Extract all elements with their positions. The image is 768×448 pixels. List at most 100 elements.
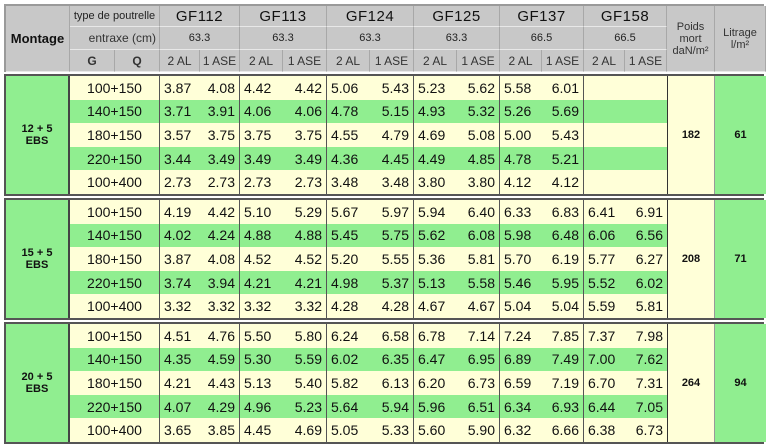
load-g-q: 140+150 <box>70 223 160 248</box>
value-1-ase: 6.95 <box>457 347 500 372</box>
value-2-al: 4.45 <box>240 418 283 442</box>
value-2-al: 4.96 <box>240 394 283 419</box>
value-2-al: 3.87 <box>160 76 200 100</box>
value-1-ase: 4.76 <box>200 324 240 348</box>
value-1-ase: 3.49 <box>283 146 327 171</box>
value-2-al: 7.00 <box>584 347 625 372</box>
value-1-ase: 3.80 <box>457 170 500 194</box>
value-1-ase: 6.02 <box>625 270 667 295</box>
poutrelle-name: GF125 <box>414 6 500 27</box>
value-1-ase: 5.97 <box>370 200 414 224</box>
load-g-q: 100+400 <box>70 294 160 318</box>
value-1-ase: 7.85 <box>542 324 584 348</box>
value-2-al: 4.88 <box>240 223 283 248</box>
value-2-al: 5.30 <box>240 347 283 372</box>
value-2-al: 5.23 <box>414 76 457 100</box>
poids-mort-value: 264 <box>667 324 715 442</box>
value-2-al <box>584 76 625 100</box>
value-2-al: 5.59 <box>584 294 625 318</box>
section-12-5-ebs: 12 + 5 EBS 100+150 3.87 4.08 4.42 4.42 5.06 5.4… <box>4 74 766 196</box>
value-2-al: 4.51 <box>160 324 200 348</box>
load-g-q: 100+150 <box>70 200 160 224</box>
value-2-al: 4.67 <box>414 294 457 318</box>
value-1-ase: 5.90 <box>457 418 500 442</box>
q-label: Q <box>115 50 160 72</box>
column-2-al: 2 AL <box>327 50 370 72</box>
value-1-ase <box>625 146 667 171</box>
value-2-al: 5.67 <box>327 200 370 224</box>
value-1-ase: 6.91 <box>625 200 667 224</box>
value-2-al: 6.78 <box>414 324 457 348</box>
section-15-5-ebs: 15 + 5 EBS 100+150 4.19 4.42 5.10 5.29 5.67 5.9… <box>4 198 766 320</box>
value-1-ase: 5.59 <box>283 347 327 372</box>
entraxe-value: 63.3 <box>327 27 414 50</box>
value-1-ase: 6.58 <box>370 324 414 348</box>
value-1-ase: 6.13 <box>370 371 414 395</box>
value-2-al: 6.59 <box>500 371 542 395</box>
load-g-q: 180+150 <box>70 247 160 271</box>
value-1-ase: 2.73 <box>200 170 240 194</box>
load-g-q: 220+150 <box>70 270 160 295</box>
value-1-ase: 6.73 <box>625 418 667 442</box>
value-2-al: 4.07 <box>160 394 200 419</box>
value-1-ase: 5.40 <box>283 371 327 395</box>
value-1-ase <box>625 170 667 194</box>
value-1-ase: 4.45 <box>370 146 414 171</box>
table-header: Montage type de poutrelle entraxe (cm) G Q GF… <box>4 4 766 72</box>
value-2-al: 4.21 <box>160 371 200 395</box>
value-2-al: 5.96 <box>414 394 457 419</box>
value-2-al: 6.34 <box>500 394 542 419</box>
value-2-al: 5.62 <box>414 223 457 248</box>
value-1-ase: 6.73 <box>457 371 500 395</box>
value-1-ase: 4.88 <box>283 223 327 248</box>
value-1-ase: 4.59 <box>200 347 240 372</box>
montage-label: 20 + 5 EBS <box>6 324 70 442</box>
column-1-ase: 1 ASE <box>283 50 327 72</box>
column-2-al: 2 AL <box>240 50 283 72</box>
value-1-ase: 3.94 <box>200 270 240 295</box>
value-2-al: 5.46 <box>500 270 542 295</box>
value-1-ase: 6.48 <box>542 223 584 248</box>
value-1-ase: 4.79 <box>370 123 414 147</box>
value-2-al: 4.78 <box>327 99 370 124</box>
litrage-value: 61 <box>715 76 766 194</box>
value-1-ase: 6.56 <box>625 223 667 248</box>
value-2-al: 4.98 <box>327 270 370 295</box>
value-1-ase: 3.48 <box>370 170 414 194</box>
value-1-ase: 6.40 <box>457 200 500 224</box>
g-label: G <box>70 50 115 72</box>
value-2-al: 3.48 <box>327 170 370 194</box>
value-2-al: 7.24 <box>500 324 542 348</box>
value-2-al: 3.44 <box>160 146 200 171</box>
value-2-al: 3.74 <box>160 270 200 295</box>
value-2-al <box>584 123 625 147</box>
value-2-al: 5.05 <box>327 418 370 442</box>
entraxe-label: entraxe (cm) <box>70 27 160 50</box>
value-1-ase: 5.81 <box>457 247 500 271</box>
value-1-ase: 7.62 <box>625 347 667 372</box>
value-1-ase: 5.21 <box>542 146 584 171</box>
value-1-ase: 4.06 <box>283 99 327 124</box>
value-1-ase <box>625 76 667 100</box>
value-1-ase: 6.08 <box>457 223 500 248</box>
load-g-q: 100+150 <box>70 76 160 100</box>
value-1-ase: 4.12 <box>542 170 584 194</box>
load-g-q: 140+150 <box>70 347 160 372</box>
value-2-al: 5.52 <box>584 270 625 295</box>
column-2-al: 2 AL <box>160 50 200 72</box>
value-1-ase: 4.08 <box>200 247 240 271</box>
value-2-al <box>584 99 625 124</box>
value-1-ase: 4.85 <box>457 146 500 171</box>
entraxe-value: 66.5 <box>500 27 584 50</box>
column-1-ase: 1 ASE <box>200 50 240 72</box>
value-2-al: 6.70 <box>584 371 625 395</box>
value-2-al: 5.04 <box>500 294 542 318</box>
value-1-ase: 3.32 <box>200 294 240 318</box>
poutrelle-name: GF124 <box>327 6 414 27</box>
value-1-ase: 2.73 <box>283 170 327 194</box>
entraxe-value: 66.5 <box>584 27 667 50</box>
value-2-al: 5.36 <box>414 247 457 271</box>
value-2-al: 5.50 <box>240 324 283 348</box>
value-2-al: 6.02 <box>327 347 370 372</box>
value-1-ase: 6.83 <box>542 200 584 224</box>
